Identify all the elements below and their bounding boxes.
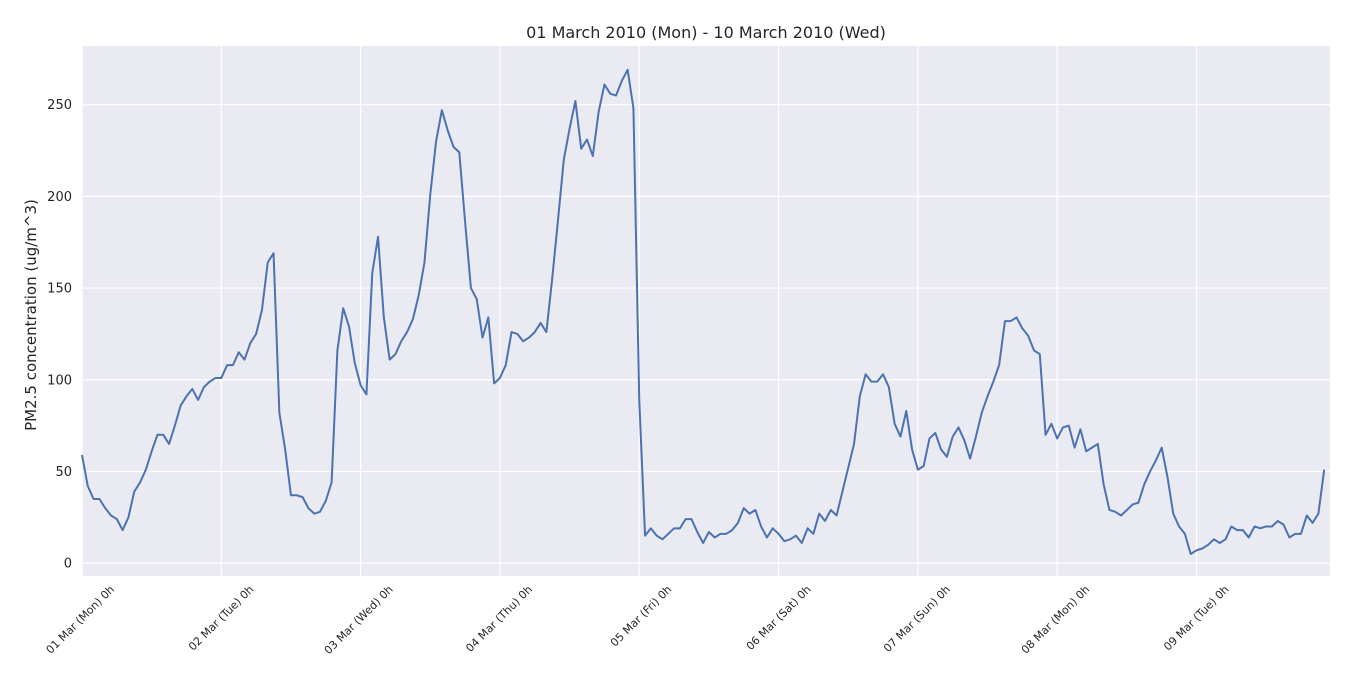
- x-tick-label: 09 Mar (Tue) 0h: [1161, 583, 1231, 653]
- x-tick-label: 06 Mar (Sat) 0h: [744, 583, 814, 653]
- grid-lines: [81, 46, 1330, 576]
- y-tick-label: 0: [64, 557, 72, 572]
- x-tick-label: 08 Mar (Mon) 0h: [1019, 583, 1093, 657]
- x-tick-label: 03 Mar (Wed) 0h: [322, 583, 396, 657]
- y-axis-label: PM2.5 concentration (ug/m^3): [22, 199, 40, 431]
- y-tick-labels: 0 50 100 150 200 250: [47, 98, 72, 571]
- y-tick-label: 150: [47, 282, 72, 297]
- y-tick-label: 250: [47, 98, 72, 113]
- x-tick-label: 02 Mar (Tue) 0h: [186, 583, 256, 653]
- chart-title: 01 March 2010 (Mon) - 10 March 2010 (Wed…: [526, 23, 886, 42]
- x-tick-label: 04 Mar (Thu) 0h: [463, 583, 535, 655]
- pm25-series-line: [81, 68, 1326, 555]
- x-tick-label: 07 Mar (Sun) 0h: [881, 583, 953, 655]
- x-tick-labels: 01 Mar (Mon) 0h 02 Mar (Tue) 0h 03 Mar (We…: [44, 583, 1232, 657]
- x-tick-label: 05 Mar (Fri) 0h: [608, 583, 674, 649]
- y-tick-label: 200: [47, 190, 72, 205]
- y-tick-label: 50: [55, 465, 72, 480]
- plot-area: [82, 46, 1330, 576]
- y-tick-label: 100: [47, 373, 72, 388]
- x-tick-label: 01 Mar (Mon) 0h: [44, 583, 118, 657]
